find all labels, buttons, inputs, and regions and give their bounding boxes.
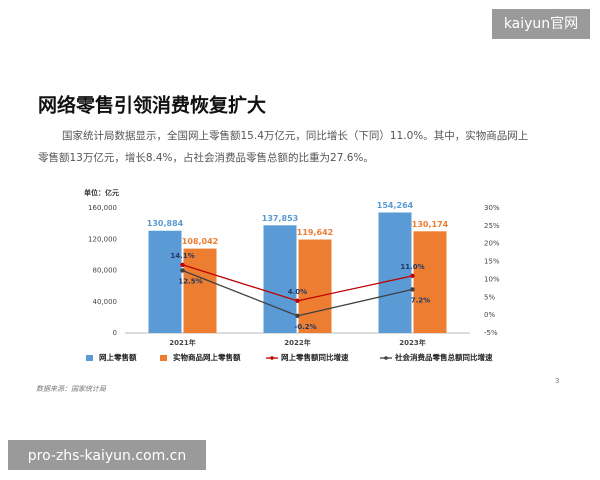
line-value-label: 11.0% bbox=[400, 263, 424, 271]
legend-swatch bbox=[270, 356, 274, 360]
legend-label: 网上零售额 bbox=[99, 352, 137, 362]
page-number: 3 bbox=[555, 377, 559, 385]
legend-swatch bbox=[384, 356, 388, 360]
line-value-label: -0.2% bbox=[294, 323, 316, 331]
line-point bbox=[180, 262, 185, 267]
watermark-box bbox=[492, 9, 590, 39]
bar bbox=[183, 248, 217, 333]
bar bbox=[413, 231, 447, 333]
line-point bbox=[295, 298, 300, 304]
y2-tick-label: 15% bbox=[484, 258, 500, 266]
bar bbox=[378, 212, 412, 333]
y2-tick-label: 25% bbox=[484, 222, 500, 230]
slide-title: 网络零售引领消费恢复扩大 bbox=[38, 94, 266, 117]
line-point bbox=[410, 273, 415, 279]
x-tick-label: 2022年 bbox=[284, 338, 310, 347]
y2-tick-label: 0% bbox=[484, 311, 495, 319]
line-value-label: 7.2% bbox=[411, 296, 430, 304]
bar-value-label: 119,642 bbox=[297, 228, 333, 237]
y-tick-label: 40,000 bbox=[93, 298, 118, 306]
y2-tick-label: 5% bbox=[484, 293, 495, 301]
y2-tick-label: 10% bbox=[484, 275, 500, 283]
legend-label: 实物商品网上零售额 bbox=[173, 352, 241, 362]
x-tick-label: 2021年 bbox=[169, 338, 195, 347]
y-tick-label: 120,000 bbox=[88, 235, 117, 243]
legend-label: 社会消费品零售总额同比增速 bbox=[394, 352, 493, 362]
bar-value-label: 108,042 bbox=[182, 237, 218, 246]
paragraph-line: 国家统计局数据显示，全国网上零售额15.4万亿元，同比增长（下同）11.0%。其… bbox=[62, 129, 528, 142]
legend-label: 网上零售额同比增速 bbox=[281, 352, 349, 362]
x-tick-label: 2023年 bbox=[399, 338, 425, 347]
line-point bbox=[295, 313, 300, 319]
source: 数据来源：国家统计局 bbox=[36, 385, 107, 393]
bar-value-label: 154,264 bbox=[377, 201, 414, 210]
line-point bbox=[180, 268, 185, 273]
y-tick-label: 0 bbox=[113, 329, 117, 337]
paragraph-line: 零售额13万亿元，增长8.4%，占社会消费品零售总额的比重为27.6%。 bbox=[38, 151, 374, 164]
bar bbox=[263, 225, 297, 333]
y2-tick-label: -5% bbox=[484, 329, 498, 337]
unit-label: 单位：亿元 bbox=[84, 188, 119, 197]
watermark-top: kaiyun官网 bbox=[504, 16, 578, 32]
y-tick-label: 80,000 bbox=[93, 267, 118, 275]
legend-swatch bbox=[160, 355, 167, 361]
line-value-label: 14.1% bbox=[170, 252, 194, 260]
bar-value-label: 137,853 bbox=[262, 214, 298, 223]
y2-tick-label: 20% bbox=[484, 240, 500, 248]
line-point bbox=[410, 287, 415, 292]
watermark-box bbox=[8, 440, 206, 470]
line-value-label: 4.0% bbox=[288, 288, 307, 296]
y2-tick-label: 30% bbox=[484, 204, 500, 212]
bar bbox=[148, 230, 182, 333]
bar-value-label: 130,884 bbox=[147, 219, 184, 228]
y-tick-label: 160,000 bbox=[88, 204, 117, 212]
watermark-bottom: pro-zhs-kaiyun.com.cn bbox=[28, 448, 187, 464]
legend-swatch bbox=[86, 355, 93, 361]
bar-value-label: 130,174 bbox=[412, 220, 449, 229]
bar bbox=[298, 239, 332, 333]
line-value-label: 12.5% bbox=[178, 278, 202, 286]
